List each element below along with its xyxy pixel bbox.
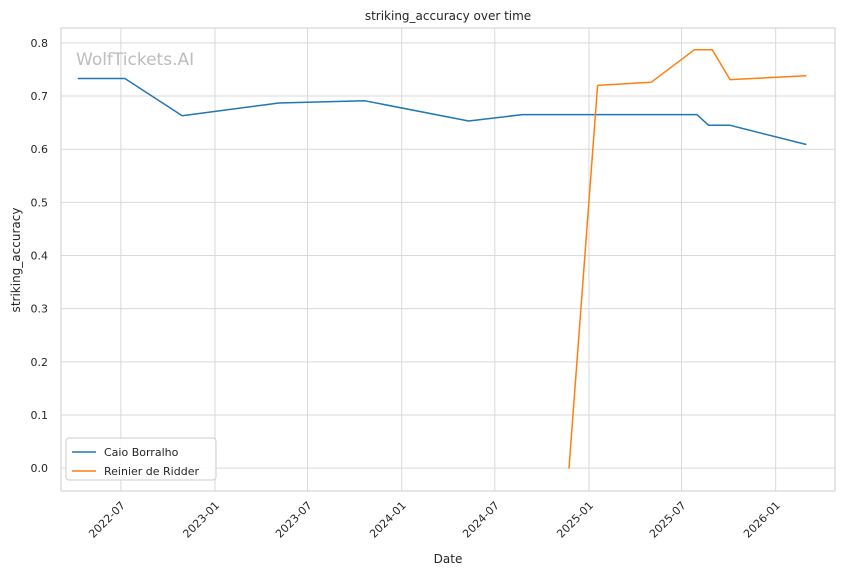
y-tick-label: 0.1 (31, 409, 49, 422)
plot-area (60, 27, 836, 492)
y-tick-label: 0.3 (31, 303, 49, 316)
x-tick-label: 2024-01 (367, 499, 409, 541)
x-tick-label: 2025-01 (554, 499, 596, 541)
legend-label: Caio Borralho (104, 446, 179, 459)
legend: Caio Borralho Reinier de Ridder (65, 437, 217, 481)
legend-box (65, 437, 217, 481)
chart-watermark: WolfTickets.AI (76, 50, 194, 70)
chart-title: striking_accuracy over time (365, 9, 531, 23)
x-tick-label: 2023-01 (180, 499, 222, 541)
y-tick-label: 0.0 (31, 462, 49, 475)
y-axis-ticks: 0.0 0.1 0.2 0.3 0.4 0.5 0.6 0.7 0.8 (31, 37, 49, 475)
x-axis-ticks: 2022-07 2023-01 2023-07 2024-01 2024-07 2025-… (86, 499, 783, 541)
y-tick-label: 0.8 (31, 37, 49, 50)
legend-label: Reinier de Ridder (104, 465, 199, 478)
y-axis-title: striking_accuracy (9, 208, 23, 313)
x-tick-label: 2025-07 (647, 499, 689, 541)
series-line (568, 49, 807, 469)
x-tick-label: 2024-07 (460, 499, 502, 541)
x-axis-title: Date (434, 552, 463, 566)
x-tick-label: 2023-07 (273, 499, 315, 541)
series-lines (77, 49, 807, 469)
y-tick-label: 0.2 (31, 356, 49, 369)
x-tick-label: 2022-07 (86, 499, 128, 541)
y-tick-label: 0.6 (31, 143, 49, 156)
y-tick-label: 0.7 (31, 90, 49, 103)
y-tick-label: 0.4 (31, 250, 49, 263)
series-line (77, 77, 807, 146)
grid (61, 28, 835, 491)
y-tick-label: 0.5 (31, 196, 49, 209)
x-tick-label: 2026-01 (741, 499, 783, 541)
